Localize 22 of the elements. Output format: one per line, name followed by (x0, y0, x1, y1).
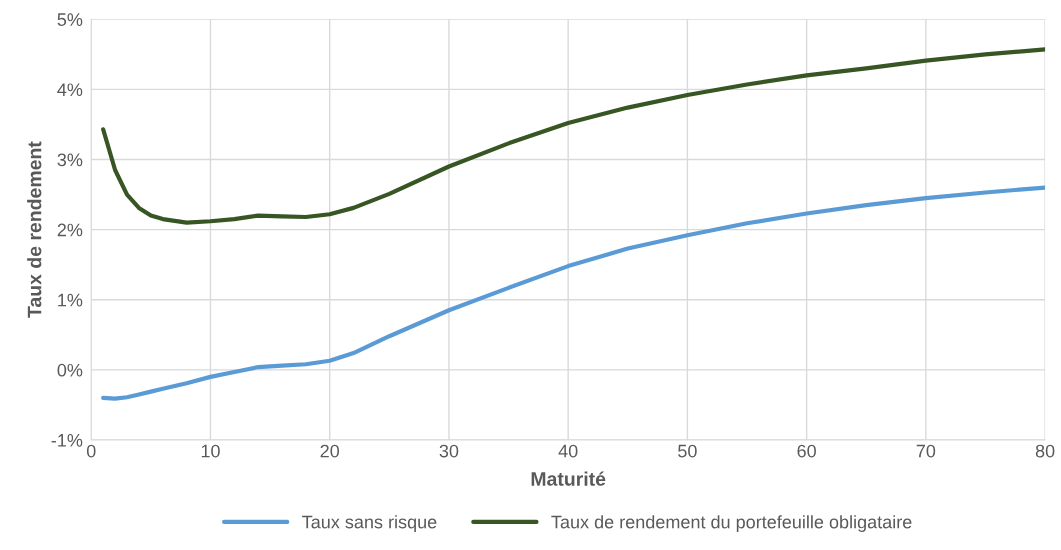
y-tick-label: 4% (57, 83, 83, 97)
x-tick-label: 0 (86, 444, 96, 458)
legend-label: Taux sans risque (302, 515, 437, 532)
x-tick-label: 80 (1035, 444, 1055, 458)
x-tick-label: 50 (678, 444, 697, 458)
y-tick-label: 3% (57, 153, 83, 167)
y-tick-label: 5% (57, 13, 83, 26)
y-tick-label: -1% (51, 434, 83, 447)
x-tick-label: 30 (439, 444, 459, 458)
x-tick-label: 20 (320, 444, 340, 458)
legend-label: Taux de rendement du portefeuille obligataire (551, 515, 912, 532)
x-tick-label: 70 (916, 444, 936, 458)
x-axis-title: Maturité (531, 471, 606, 486)
line-series (101, 185, 1046, 401)
line-series (101, 47, 1046, 225)
x-tick-label: 60 (797, 444, 816, 458)
y-tick-label: 0% (57, 363, 83, 377)
x-tick-label: 40 (558, 444, 578, 458)
y-tick-label: 2% (57, 223, 83, 237)
x-tick-label: 10 (201, 444, 220, 458)
y-tick-label: 1% (58, 293, 83, 307)
y-axis-title: Taux de rendement (27, 141, 42, 318)
